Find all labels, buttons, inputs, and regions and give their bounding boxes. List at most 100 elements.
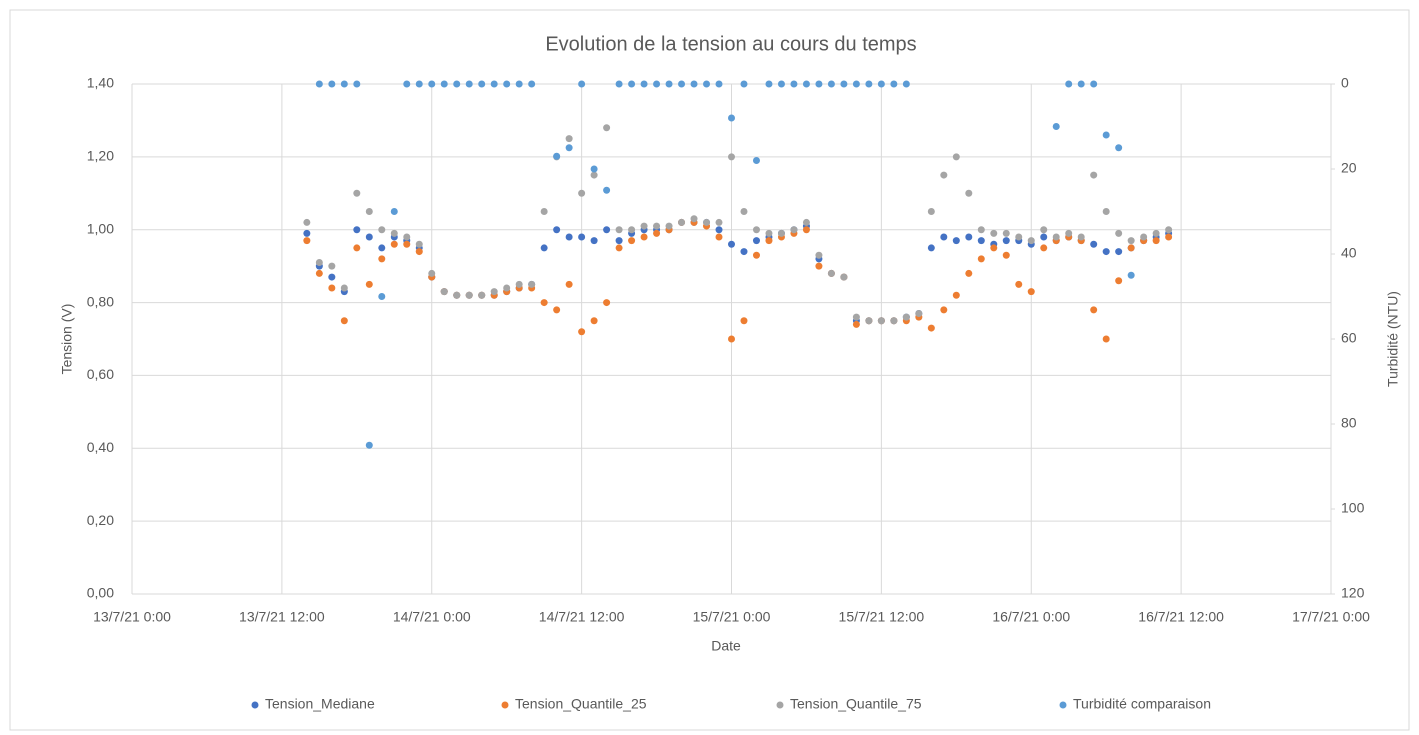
point bbox=[715, 226, 723, 234]
point bbox=[827, 80, 835, 88]
point bbox=[728, 240, 735, 248]
point bbox=[328, 80, 336, 88]
legend-marker bbox=[776, 701, 784, 709]
point bbox=[428, 80, 436, 88]
point bbox=[353, 189, 361, 197]
point bbox=[815, 80, 823, 88]
x-tick-label: 13/7/21 12:00 bbox=[239, 609, 325, 625]
point bbox=[1102, 335, 1110, 343]
point bbox=[1090, 171, 1098, 179]
point bbox=[852, 320, 860, 328]
point bbox=[415, 240, 423, 248]
point bbox=[415, 248, 423, 256]
point bbox=[378, 293, 386, 300]
point bbox=[603, 124, 611, 132]
point bbox=[565, 144, 573, 152]
point bbox=[303, 237, 311, 245]
point bbox=[940, 306, 948, 314]
point bbox=[927, 244, 935, 252]
point bbox=[503, 80, 511, 88]
x-tick-label: 13/7/21 0:00 bbox=[93, 609, 171, 625]
point bbox=[615, 226, 623, 234]
point bbox=[365, 208, 373, 215]
point bbox=[840, 273, 848, 281]
point bbox=[815, 251, 823, 259]
point bbox=[802, 226, 810, 234]
point bbox=[977, 226, 985, 234]
point bbox=[940, 171, 948, 179]
point bbox=[378, 226, 386, 234]
y-tick-label: 0,80 bbox=[87, 293, 114, 309]
point bbox=[877, 80, 885, 88]
point bbox=[1102, 131, 1110, 139]
point bbox=[403, 233, 411, 241]
point bbox=[752, 226, 760, 234]
point bbox=[403, 240, 411, 248]
y-tick-label: 0,40 bbox=[87, 439, 114, 455]
point bbox=[390, 240, 398, 248]
point bbox=[478, 291, 486, 299]
point bbox=[453, 291, 461, 299]
point bbox=[990, 229, 998, 237]
point bbox=[790, 226, 798, 234]
point bbox=[603, 186, 611, 194]
point bbox=[628, 226, 636, 234]
point bbox=[777, 229, 785, 237]
point bbox=[365, 233, 373, 241]
legend-label: Tension_Mediane bbox=[265, 696, 375, 712]
point bbox=[952, 237, 960, 245]
point bbox=[977, 237, 985, 245]
point bbox=[815, 262, 823, 270]
point bbox=[540, 244, 548, 252]
point bbox=[403, 80, 411, 88]
point bbox=[678, 80, 686, 88]
point bbox=[540, 208, 548, 215]
point bbox=[315, 259, 323, 266]
point bbox=[553, 306, 561, 314]
point bbox=[390, 208, 398, 215]
point bbox=[578, 80, 586, 88]
point bbox=[1127, 237, 1135, 245]
point bbox=[940, 233, 948, 241]
point bbox=[1002, 251, 1010, 259]
point bbox=[303, 218, 311, 226]
point bbox=[740, 208, 748, 215]
y2-tick-label: 120 bbox=[1341, 585, 1365, 601]
point bbox=[503, 284, 511, 292]
point bbox=[765, 80, 773, 88]
point bbox=[1077, 233, 1085, 241]
point bbox=[1115, 248, 1123, 256]
point bbox=[590, 317, 598, 325]
point bbox=[752, 251, 760, 259]
point bbox=[715, 218, 723, 226]
legend-label: Tension_Quantile_75 bbox=[790, 696, 922, 712]
x-tick-label: 15/7/21 12:00 bbox=[839, 609, 925, 625]
point bbox=[1127, 244, 1135, 252]
point bbox=[565, 280, 573, 288]
point bbox=[465, 291, 473, 299]
y-tick-label: 0,20 bbox=[87, 512, 114, 528]
point bbox=[528, 280, 536, 288]
point bbox=[490, 80, 498, 88]
point bbox=[1065, 229, 1073, 237]
x-tick-label: 16/7/21 12:00 bbox=[1138, 609, 1224, 625]
point bbox=[852, 313, 860, 321]
point bbox=[1065, 80, 1073, 88]
point bbox=[528, 80, 536, 88]
point bbox=[703, 80, 711, 88]
point bbox=[440, 80, 448, 88]
point bbox=[465, 80, 473, 88]
legend-label: Turbidité comparaison bbox=[1073, 696, 1211, 712]
point bbox=[628, 80, 636, 88]
point bbox=[578, 233, 586, 241]
point bbox=[1090, 80, 1098, 88]
point bbox=[353, 80, 361, 88]
x-tick-label: 14/7/21 0:00 bbox=[393, 609, 471, 625]
y2-tick-label: 40 bbox=[1341, 245, 1357, 261]
point bbox=[728, 335, 735, 343]
point bbox=[353, 226, 361, 234]
point bbox=[1027, 237, 1035, 245]
point bbox=[1015, 233, 1023, 241]
marks bbox=[303, 80, 1173, 449]
point bbox=[678, 218, 686, 226]
